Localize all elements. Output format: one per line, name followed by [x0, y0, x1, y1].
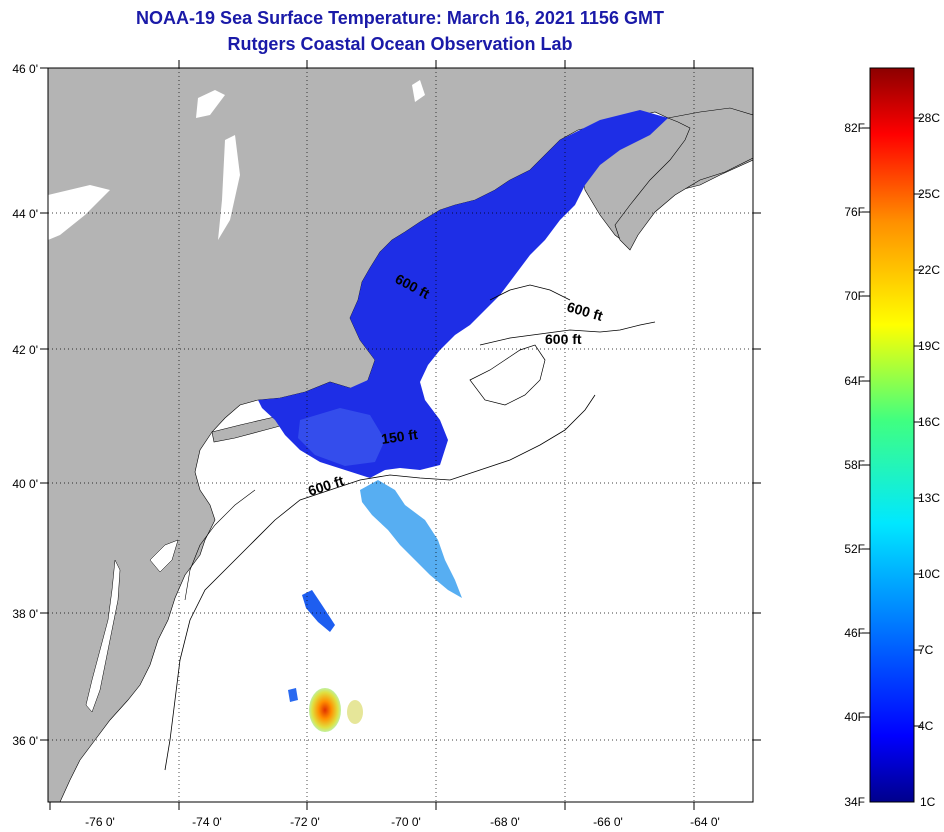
lake [48, 185, 110, 240]
lon-label: -70 0' [391, 815, 421, 829]
chesapeake-bay [85, 559, 121, 713]
lon-label: -74 0' [192, 815, 222, 829]
lon-label: -68 0' [490, 815, 520, 829]
isobath-label: 600 ft [545, 331, 582, 347]
sst-cold-patch [298, 408, 385, 466]
colorbar-f-label: 40F [844, 710, 865, 724]
colorbar-c-label: 22C [918, 263, 940, 277]
lon-label: -66 0' [593, 815, 623, 829]
colorbar-fahrenheit-labels: 82F 76F 70F 64F 58F 52F 46F 40F 34F [844, 121, 865, 809]
colorbar-scale [869, 67, 915, 803]
longitude-labels: -76 0' -74 0' -72 0' -70 0' -68 0' -66 0… [85, 815, 720, 829]
colorbar-f-label: 52F [844, 542, 865, 556]
map-frame [47, 67, 754, 803]
map-body: 600 ft 600 ft 600 ft 150 ft 600 ft [48, 68, 753, 802]
colorbar-c-label: 25C [918, 187, 940, 201]
colorbar-c-label: 4C [918, 719, 934, 733]
colorbar-f-label: 64F [844, 374, 865, 388]
colorbar-c-label: 10C [918, 567, 940, 581]
sst-warm-patch [309, 688, 341, 732]
colorbar-c-label: 7C [918, 643, 934, 657]
grid-lines [48, 68, 753, 802]
isobath-line [164, 394, 596, 771]
isobath-line [469, 344, 546, 406]
colorbar-c-label: 28C [918, 111, 940, 125]
colorbar-f-label: 46F [844, 626, 865, 640]
isobath-line [184, 489, 256, 601]
lat-label: 46 0' [12, 62, 38, 76]
colorbar-f-label: 82F [844, 121, 865, 135]
colorbar-celsius-labels: 28C 25C 22C 19C 16C 13C 10C 7C 4C 1C [918, 111, 940, 809]
latitude-labels: 46 0' 44 0' 42 0' 40 0' 38 0' 36 0' [12, 62, 38, 748]
isobath-label: 150 ft [380, 426, 419, 447]
colorbar-c-label: 1C [920, 795, 936, 809]
colorbar-f-label: 34F [844, 795, 865, 809]
lat-label: 36 0' [12, 734, 38, 748]
lat-label: 40 0' [12, 477, 38, 491]
sst-cool-streamer [360, 480, 462, 598]
land-nova-scotia [614, 107, 753, 251]
delaware-bay [149, 539, 179, 573]
sst-small-patch [288, 688, 298, 702]
lake [412, 80, 425, 102]
map-title: NOAA-19 Sea Surface Temperature: March 1… [136, 8, 664, 28]
colorbar-f-label: 76F [844, 205, 865, 219]
colorbar-ticks [862, 117, 922, 727]
colorbar-c-label: 16C [918, 415, 940, 429]
lat-label: 42 0' [12, 343, 38, 357]
lake [196, 90, 225, 118]
colorbar-f-label: 58F [844, 458, 865, 472]
lat-label: 44 0' [12, 207, 38, 221]
lake [218, 135, 240, 240]
lon-label: -76 0' [85, 815, 115, 829]
lon-label: -72 0' [290, 815, 320, 829]
colorbar-c-label: 19C [918, 339, 940, 353]
map-subtitle: Rutgers Coastal Ocean Observation Lab [227, 34, 573, 54]
sst-cool-patch [302, 590, 335, 632]
sst-warm-patch [347, 700, 363, 724]
axis-ticks [40, 60, 761, 810]
lat-label: 38 0' [12, 607, 38, 621]
lon-label: -64 0' [690, 815, 720, 829]
isobath-line [489, 284, 571, 301]
colorbar-f-label: 70F [844, 289, 865, 303]
sst-cold-gulf-of-maine [258, 110, 668, 478]
isobath-line [479, 321, 656, 346]
colorbar-c-label: 13C [918, 491, 940, 505]
